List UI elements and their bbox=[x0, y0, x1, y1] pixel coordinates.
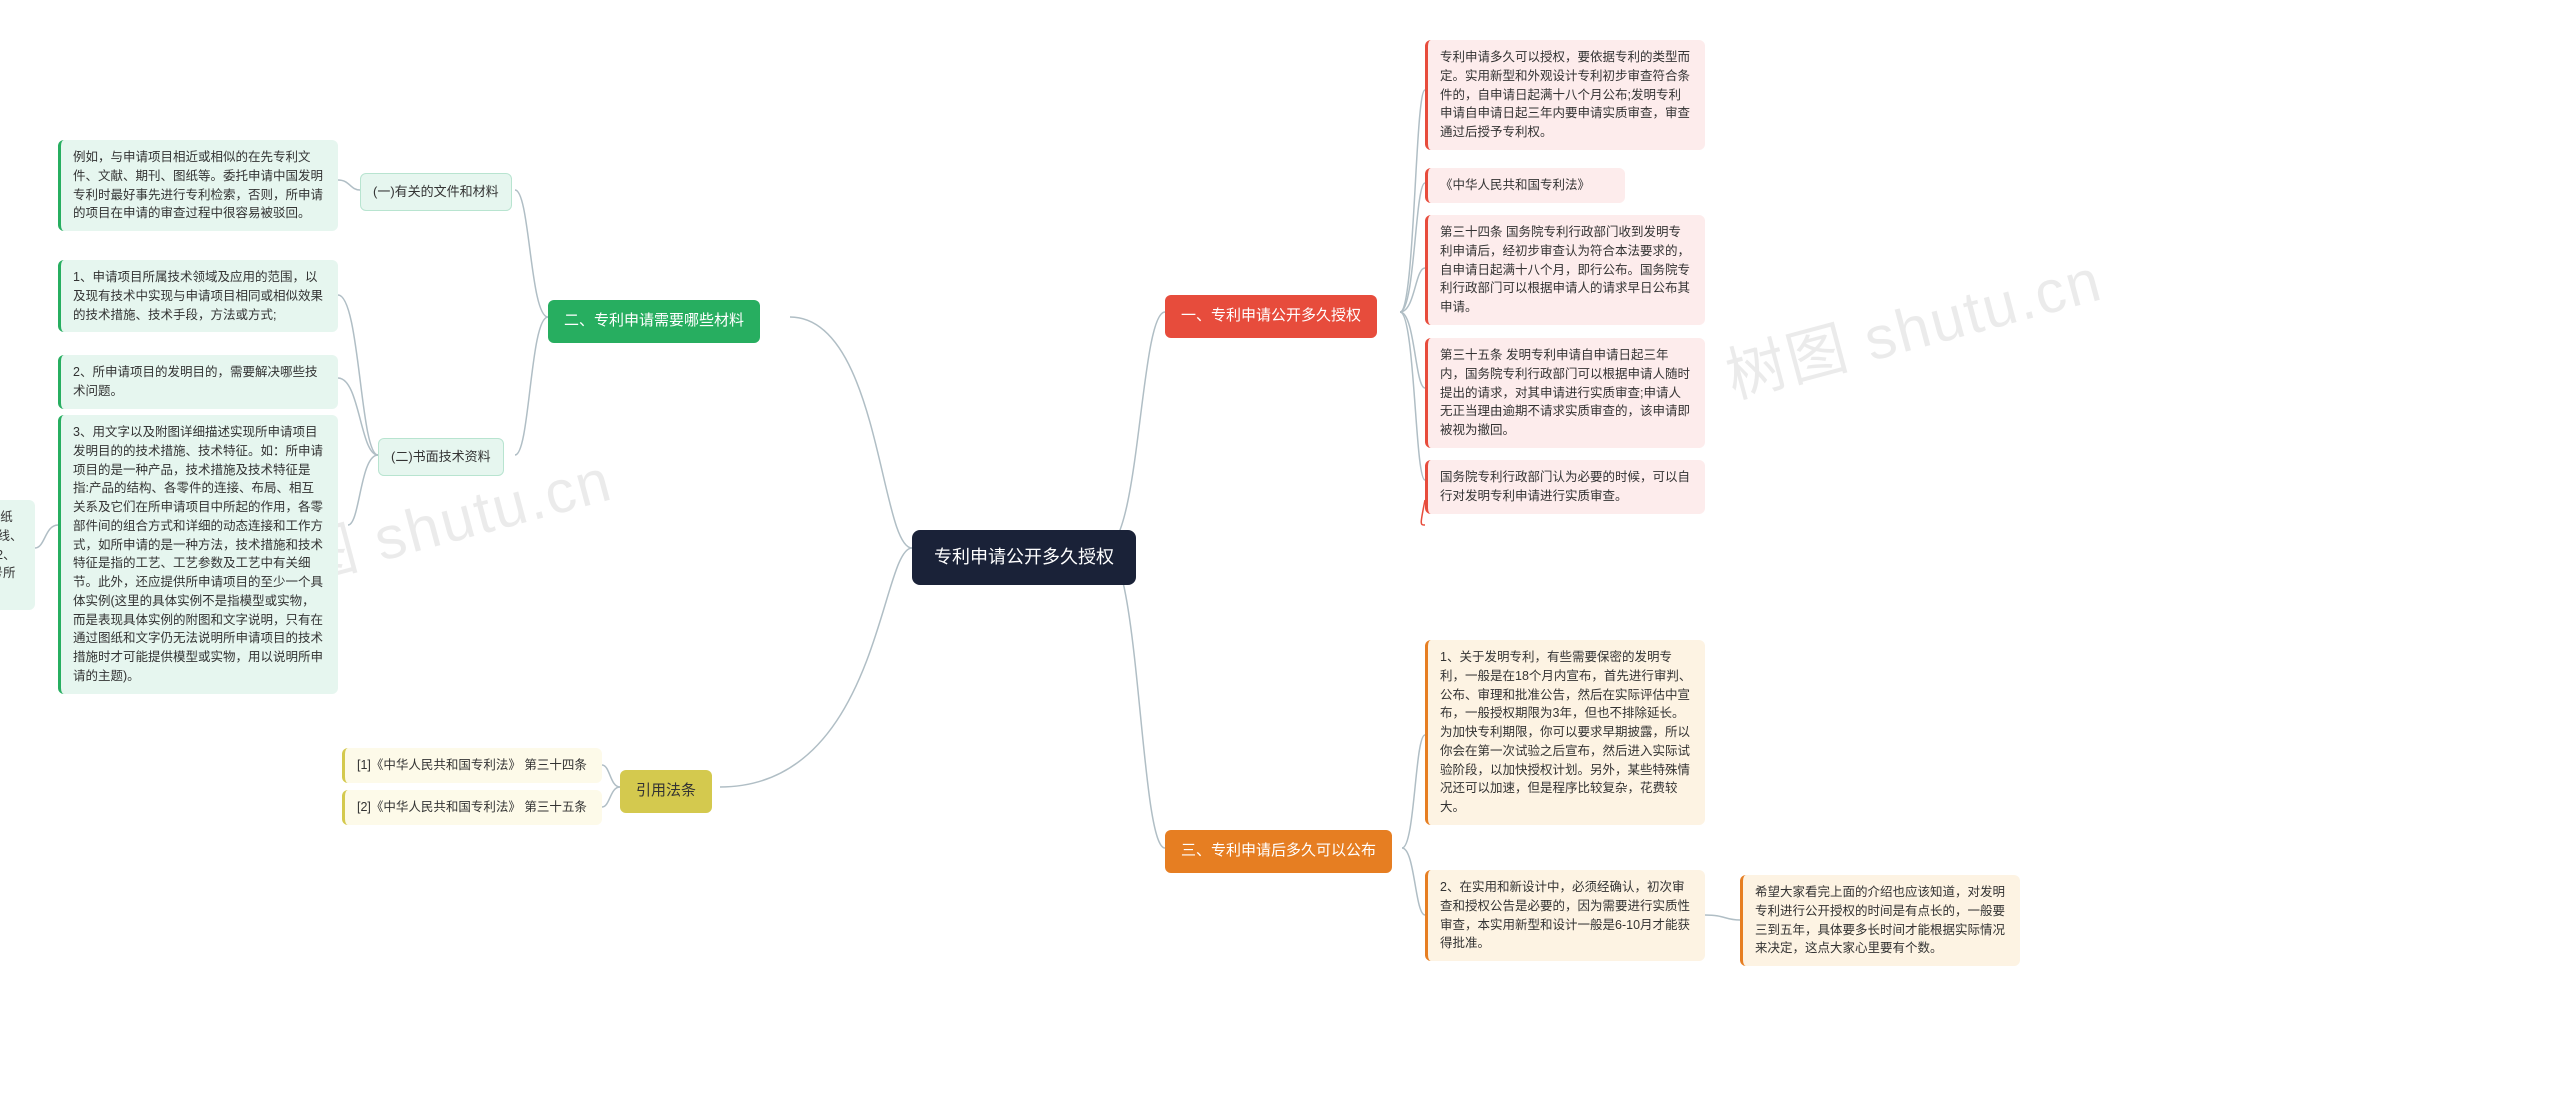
b2-sub0-leaf-0-text: 例如，与申请项目相近或相似的在先专利文件、文献、期刊、图纸等。委托申请中国发明专… bbox=[73, 150, 323, 220]
branch-1: 一、专利申请公开多久授权 bbox=[1165, 295, 1377, 338]
b1-leaf-0-text: 专利申请多久可以授权，要依据专利的类型而定。实用新型和外观设计专利初步审查符合条… bbox=[1440, 50, 1690, 139]
b4-leaf-1: [2]《中华人民共和国专利法》 第三十五条 bbox=[342, 790, 602, 825]
b3-leaf-0-text: 1、关于发明专利，有些需要保密的发明专利，一般是在18个月内宣布，首先进行审判、… bbox=[1440, 650, 1691, 814]
b1-leaf-4: 国务院专利行政部门认为必要的时候，可以自行对发明专利申请进行实质审查。 bbox=[1425, 460, 1705, 514]
b1-leaf-2: 第三十四条 国务院专利行政部门收到发明专利申请后，经初步审查认为符合本法要求的，… bbox=[1425, 215, 1705, 325]
b2-sub-1: (二)书面技术资料 bbox=[378, 438, 504, 476]
b1-leaf-1: 《中华人民共和国专利法》 bbox=[1425, 168, 1625, 203]
watermark-2: 树图 shutu.cn bbox=[1715, 232, 2110, 416]
b3-leaf-1-tail-text: 希望大家看完上面的介绍也应该知道，对发明专利进行公开授权的时间是有点长的，一般要… bbox=[1755, 885, 2005, 955]
b2-sub0-leaf-0: 例如，与申请项目相近或相似的在先专利文件、文献、期刊、图纸等。委托申请中国发明专… bbox=[58, 140, 338, 231]
center-label: 专利申请公开多久授权 bbox=[934, 547, 1114, 567]
b3-leaf-1-text: 2、在实用和新设计中，必须经确认，初次审查和授权公告是必要的，因为需要进行实质性… bbox=[1440, 880, 1690, 950]
b2-sub-1-label: (二)书面技术资料 bbox=[391, 449, 491, 464]
branch-3-label: 三、专利申请后多久可以公布 bbox=[1181, 842, 1376, 859]
b2-sub-0-label: (一)有关的文件和材料 bbox=[373, 184, 499, 199]
b2-sub1-leaf-1-text: 2、所申请项目的发明目的，需要解决哪些技术问题。 bbox=[73, 365, 317, 398]
branch-4: 引用法条 bbox=[620, 770, 712, 813]
b2-sub1-leaf-1: 2、所申请项目的发明目的，需要解决哪些技术问题。 bbox=[58, 355, 338, 409]
b2-sub1-leaf-0-text: 1、申请项目所属技术领域及应用的范围，以及现有技术中实现与申请项目相同或相似效果… bbox=[73, 270, 323, 322]
b1-leaf-4-text: 国务院专利行政部门认为必要的时候，可以自行对发明专利申请进行实质审查。 bbox=[1440, 470, 1690, 503]
b2-sub-0: (一)有关的文件和材料 bbox=[360, 173, 512, 211]
center-node: 专利申请公开多久授权 bbox=[912, 530, 1136, 585]
b1-leaf-3-text: 第三十五条 发明专利申请自申请日起三年内，国务院专利行政部门可以根据申请人随时提… bbox=[1440, 348, 1690, 437]
b2-sub1-leaf-2: 3、用文字以及附图详细描述实现所申请项目发明目的的技术措施、技术特征。如：所申请… bbox=[58, 415, 338, 694]
b1-leaf-1-text: 《中华人民共和国专利法》 bbox=[1440, 178, 1590, 192]
branch-1-label: 一、专利申请公开多久授权 bbox=[1181, 307, 1361, 324]
b4-leaf-0: [1]《中华人民共和国专利法》 第三十四条 bbox=[342, 748, 602, 783]
watermark-2-text: 树图 shutu.cn bbox=[1719, 246, 2109, 410]
b1-leaf-0: 专利申请多久可以授权，要依据专利的类型而定。实用新型和外观设计专利初步审查符合条… bbox=[1425, 40, 1705, 150]
b2-sub1-leaf-2-tail: 所提供的图纸应当用制图工具绘制于A4纸上，图面上不应有文字、图框线和尺寸线、尺寸… bbox=[0, 500, 35, 610]
b4-leaf-0-text: [1]《中华人民共和国专利法》 第三十四条 bbox=[357, 758, 587, 772]
branch-4-label: 引用法条 bbox=[636, 782, 696, 799]
b3-leaf-0: 1、关于发明专利，有些需要保密的发明专利，一般是在18个月内宣布，首先进行审判、… bbox=[1425, 640, 1705, 825]
b3-leaf-1-tail: 希望大家看完上面的介绍也应该知道，对发明专利进行公开授权的时间是有点长的，一般要… bbox=[1740, 875, 2020, 966]
b2-sub1-leaf-2-tail-text: 所提供的图纸应当用制图工具绘制于A4纸上，图面上不应有文字、图框线和尺寸线、尺寸… bbox=[0, 510, 23, 599]
b1-leaf-3: 第三十五条 发明专利申请自申请日起三年内，国务院专利行政部门可以根据申请人随时提… bbox=[1425, 338, 1705, 448]
branch-2: 二、专利申请需要哪些材料 bbox=[548, 300, 760, 343]
branch-2-label: 二、专利申请需要哪些材料 bbox=[564, 312, 744, 329]
branch-3: 三、专利申请后多久可以公布 bbox=[1165, 830, 1392, 873]
b1-leaf-2-text: 第三十四条 国务院专利行政部门收到发明专利申请后，经初步审查认为符合本法要求的，… bbox=[1440, 225, 1690, 314]
b2-sub1-leaf-2-text: 3、用文字以及附图详细描述实现所申请项目发明目的的技术措施、技术特征。如：所申请… bbox=[73, 425, 323, 683]
b2-sub1-leaf-0: 1、申请项目所属技术领域及应用的范围，以及现有技术中实现与申请项目相同或相似效果… bbox=[58, 260, 338, 332]
connector-layer bbox=[0, 0, 2560, 1109]
b3-leaf-1: 2、在实用和新设计中，必须经确认，初次审查和授权公告是必要的，因为需要进行实质性… bbox=[1425, 870, 1705, 961]
b4-leaf-1-text: [2]《中华人民共和国专利法》 第三十五条 bbox=[357, 800, 587, 814]
